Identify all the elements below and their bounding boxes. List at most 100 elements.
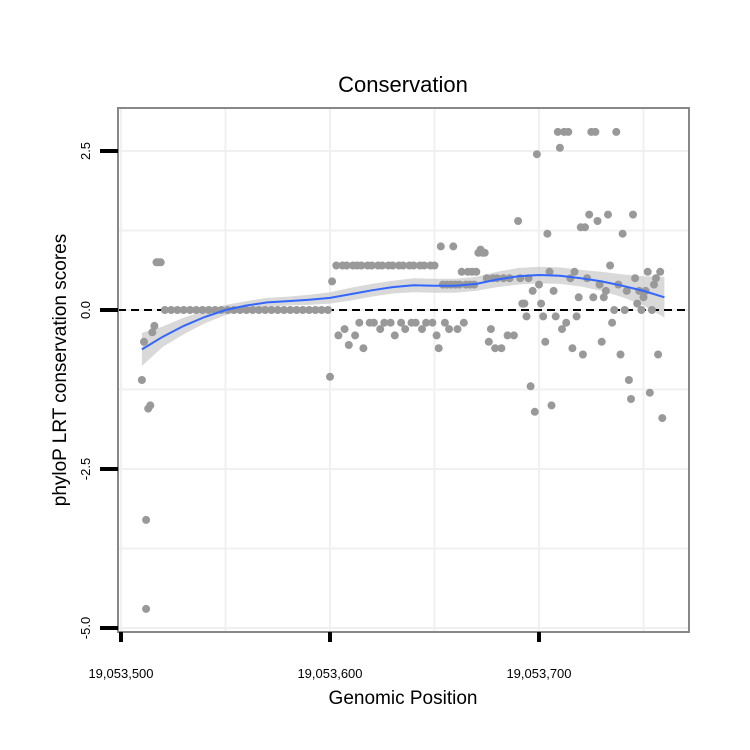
- data-point: [581, 223, 589, 232]
- data-point: [608, 318, 617, 327]
- smooth-line-layer: [141, 273, 665, 351]
- data-point: [376, 325, 385, 334]
- data-point: [323, 306, 332, 314]
- data-point: [311, 306, 320, 314]
- data-point: [637, 306, 646, 314]
- data-point: [491, 344, 500, 353]
- data-point: [344, 341, 353, 349]
- data-point: [286, 306, 295, 314]
- x-axis-title: Genomic Position: [329, 688, 478, 709]
- data-point: [401, 325, 410, 334]
- data-point: [160, 306, 169, 314]
- data-point: [388, 261, 397, 270]
- data-point: [472, 267, 481, 276]
- data-point: [326, 372, 334, 381]
- data-point: [480, 248, 489, 257]
- data-point: [549, 286, 558, 295]
- data-point: [432, 331, 441, 340]
- data-point: [539, 312, 548, 321]
- data-point: [599, 293, 608, 302]
- data-point: [459, 318, 468, 327]
- data-point: [351, 331, 360, 340]
- x-tick-label: 19,053,600: [297, 666, 362, 681]
- chart-title: Conservation: [338, 72, 468, 97]
- data-point: [601, 286, 610, 295]
- data-point: [585, 210, 594, 219]
- data-point: [482, 274, 491, 283]
- data-point: [595, 280, 604, 289]
- data-point: [411, 318, 420, 327]
- data-point: [430, 261, 439, 270]
- data-point: [146, 401, 155, 410]
- data-point: [537, 299, 546, 308]
- data-point: [453, 325, 462, 334]
- data-point: [332, 261, 341, 270]
- data-point: [150, 321, 159, 330]
- data-point: [650, 280, 658, 289]
- data-point: [192, 306, 201, 314]
- data-point: [380, 318, 389, 327]
- data-point: [528, 286, 537, 295]
- data-point: [503, 331, 512, 340]
- data-point: [445, 325, 454, 334]
- data-point: [261, 306, 270, 314]
- data-point: [620, 306, 629, 314]
- data-point: [378, 261, 387, 270]
- data-point: [409, 261, 418, 270]
- data-point: [532, 150, 541, 159]
- x-tick-label: 19,053,500: [88, 666, 153, 681]
- data-point: [140, 337, 148, 346]
- data-point: [639, 293, 648, 302]
- smooth-line: [141, 273, 665, 351]
- data-point: [317, 306, 326, 314]
- data-point: [242, 306, 251, 314]
- data-point: [520, 299, 529, 308]
- data-points: [137, 127, 667, 613]
- data-point: [359, 344, 368, 353]
- y-tick-label: 2.5: [78, 142, 93, 160]
- data-point: [156, 258, 165, 267]
- data-point: [535, 280, 543, 289]
- data-point: [589, 293, 598, 302]
- grid-lines: [118, 108, 689, 632]
- data-point: [555, 143, 564, 152]
- x-axis: 19,053,500 19,053,600 19,053,700: [88, 632, 572, 681]
- y-axis: -5.0 -2.5 0.0 2.5: [78, 142, 118, 639]
- data-point: [340, 325, 349, 334]
- data-point: [591, 127, 600, 136]
- data-point: [578, 350, 587, 359]
- data-point: [484, 337, 493, 346]
- data-point: [570, 267, 579, 276]
- data-point: [497, 344, 506, 353]
- data-point: [522, 312, 531, 321]
- data-point: [418, 325, 426, 334]
- data-point: [369, 318, 378, 327]
- data-point: [656, 267, 665, 276]
- data-point: [142, 515, 151, 524]
- data-point: [254, 306, 263, 314]
- data-point: [564, 127, 573, 136]
- data-point: [645, 388, 654, 397]
- y-tick-label: -5.0: [78, 617, 93, 639]
- data-point: [204, 306, 213, 314]
- data-point: [541, 337, 550, 346]
- data-point: [434, 344, 443, 353]
- data-point: [526, 382, 535, 391]
- data-point: [574, 293, 583, 302]
- data-point: [610, 306, 619, 314]
- data-point: [179, 306, 188, 314]
- data-point: [616, 350, 625, 359]
- data-point: [357, 261, 366, 270]
- data-point: [530, 407, 539, 416]
- data-point: [647, 306, 656, 314]
- data-point: [298, 306, 307, 314]
- data-point: [551, 312, 560, 321]
- data-point: [248, 306, 257, 314]
- data-point: [367, 261, 376, 270]
- data-point: [386, 318, 395, 327]
- data-point: [509, 331, 518, 340]
- data-point: [355, 318, 364, 327]
- data-point: [593, 217, 602, 225]
- data-point: [658, 414, 667, 423]
